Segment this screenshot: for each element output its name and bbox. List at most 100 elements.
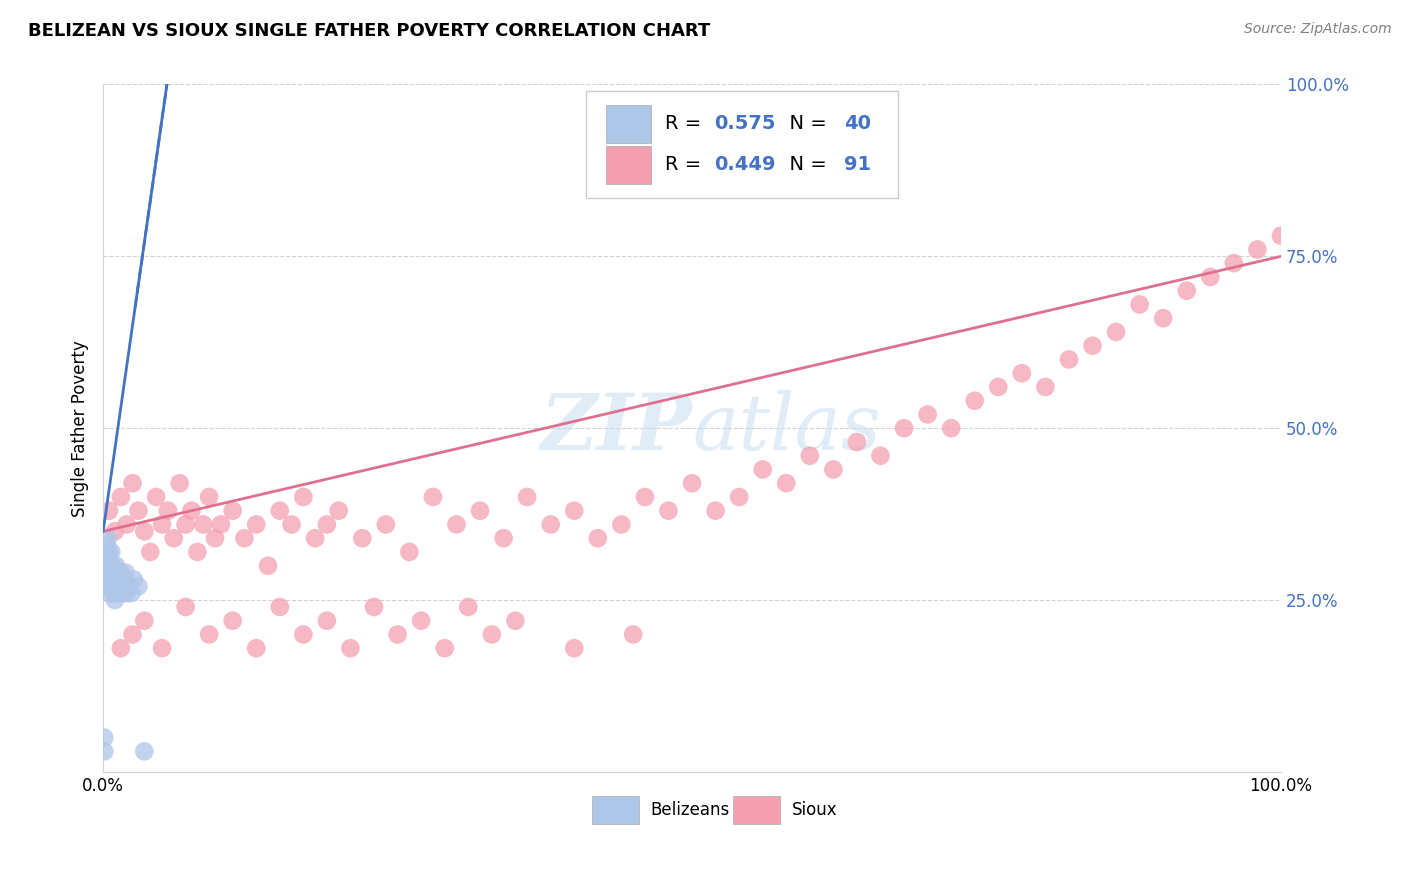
Text: R =: R =: [665, 114, 707, 133]
Point: [115, 517, 138, 532]
Point: [1105, 325, 1128, 339]
Point: [180, 504, 202, 518]
Point: [163, 531, 186, 545]
Point: [468, 504, 491, 518]
Point: [893, 421, 915, 435]
Point: [481, 627, 503, 641]
Text: BELIZEAN VS SIOUX SINGLE FATHER POVERTY CORRELATION CHART: BELIZEAN VS SIOUX SINGLE FATHER POVERTY …: [28, 22, 710, 40]
Point: [107, 573, 129, 587]
Point: [492, 531, 515, 545]
Point: [221, 504, 243, 518]
Point: [98, 545, 121, 559]
Point: [963, 393, 986, 408]
Point: [869, 449, 891, 463]
Point: [610, 517, 633, 532]
Text: 91: 91: [844, 155, 872, 174]
Point: [122, 573, 145, 587]
Point: [1035, 380, 1057, 394]
Point: [110, 490, 132, 504]
Point: [387, 627, 409, 641]
Point: [127, 504, 149, 518]
Point: [728, 490, 751, 504]
FancyBboxPatch shape: [586, 91, 898, 198]
Point: [917, 408, 939, 422]
Point: [103, 586, 125, 600]
Text: 0.575: 0.575: [714, 114, 776, 133]
Point: [634, 490, 657, 504]
Point: [98, 586, 121, 600]
Point: [112, 573, 135, 587]
Point: [704, 504, 727, 518]
Point: [941, 421, 963, 435]
Point: [97, 551, 120, 566]
Point: [316, 517, 339, 532]
Point: [97, 573, 120, 587]
Point: [96, 538, 118, 552]
Point: [105, 579, 128, 593]
Point: [139, 545, 162, 559]
Point: [121, 476, 143, 491]
Point: [103, 566, 125, 580]
Point: [93, 731, 115, 745]
Point: [100, 573, 122, 587]
Point: [280, 517, 302, 532]
Point: [446, 517, 468, 532]
Point: [108, 579, 131, 593]
Point: [150, 517, 173, 532]
Point: [104, 573, 127, 587]
Point: [98, 579, 121, 593]
Point: [104, 593, 127, 607]
Text: atlas: atlas: [692, 390, 880, 467]
Point: [94, 573, 117, 587]
Point: [105, 586, 128, 600]
Text: 40: 40: [844, 114, 870, 133]
Point: [751, 462, 773, 476]
Point: [101, 558, 124, 573]
Point: [586, 531, 609, 545]
Point: [374, 517, 396, 532]
Text: Belizeans: Belizeans: [651, 801, 730, 819]
Point: [97, 531, 120, 545]
Point: [411, 614, 433, 628]
Point: [316, 614, 339, 628]
FancyBboxPatch shape: [606, 104, 651, 143]
Point: [100, 545, 122, 559]
Point: [292, 490, 315, 504]
Point: [1246, 243, 1268, 257]
Point: [114, 566, 136, 580]
Text: Sioux: Sioux: [792, 801, 838, 819]
Point: [257, 558, 280, 573]
Text: R =: R =: [665, 155, 707, 174]
Point: [1129, 297, 1152, 311]
FancyBboxPatch shape: [606, 146, 651, 184]
Point: [422, 490, 444, 504]
Point: [823, 462, 845, 476]
Point: [1199, 269, 1222, 284]
Text: ZIP: ZIP: [540, 390, 692, 467]
Point: [775, 476, 797, 491]
Point: [193, 517, 215, 532]
Point: [516, 490, 538, 504]
Point: [269, 599, 291, 614]
Point: [174, 517, 197, 532]
Point: [799, 449, 821, 463]
Point: [118, 579, 141, 593]
Point: [98, 566, 121, 580]
Point: [134, 744, 156, 758]
Y-axis label: Single Father Poverty: Single Father Poverty: [72, 340, 89, 516]
Point: [398, 545, 420, 559]
Point: [110, 566, 132, 580]
Point: [120, 586, 142, 600]
Point: [134, 524, 156, 539]
Point: [98, 504, 121, 518]
Point: [328, 504, 350, 518]
Point: [96, 558, 118, 573]
Point: [93, 744, 115, 758]
Text: Source: ZipAtlas.com: Source: ZipAtlas.com: [1244, 22, 1392, 37]
FancyBboxPatch shape: [592, 796, 640, 823]
Point: [1270, 228, 1292, 243]
Point: [105, 558, 128, 573]
Point: [1152, 311, 1174, 326]
Text: N =: N =: [778, 114, 832, 133]
Text: N =: N =: [778, 155, 832, 174]
